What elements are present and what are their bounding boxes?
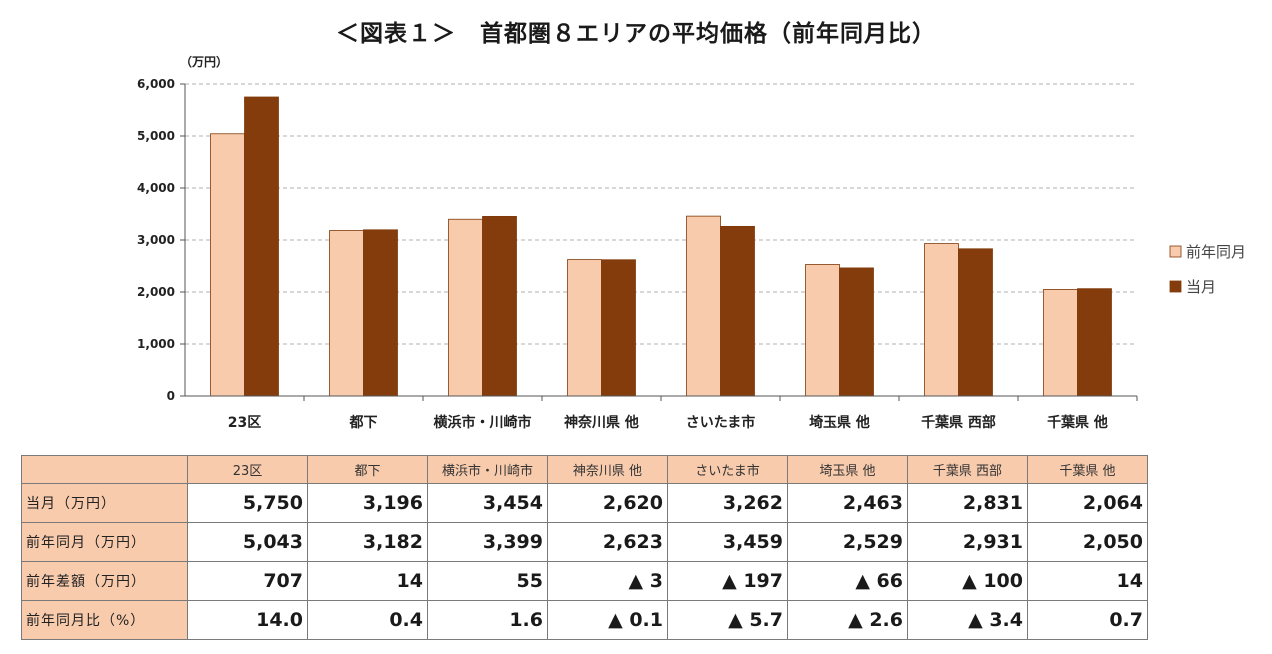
table-row: 前年同月（万円） 5,043 3,182 3,399 2,623 3,459 2,529 2,… [21,522,1148,562]
table-cell: 3,196 [307,483,428,523]
bars [210,96,1112,397]
table-cell: ▲ 197 [667,561,788,601]
axes: 0 1,000 2,000 3,000 4,000 5,000 6,000 （万円） 23区 都下… [137,54,1138,431]
table-header-corner [21,455,188,484]
x-tick-label: 千葉県 他 [1047,414,1108,431]
table-cell: 0.4 [307,600,428,640]
x-tick-label: 横浜市・川崎市 [434,414,532,431]
legend-label: 前年同月 [1186,243,1246,261]
bar-current-0 [244,96,279,397]
row-label: 前年同月（万円） [21,522,188,562]
bar-prev-year-0 [210,133,245,397]
bar-chart: 0 1,000 2,000 3,000 4,000 5,000 6,000 （万円） 23区 都下… [137,54,1246,431]
table-cell: 0.7 [1027,600,1148,640]
table-header-cell: 埼玉県 他 [787,455,908,484]
y-tick-label: 5,000 [137,129,175,143]
legend-swatch [1169,245,1182,258]
x-tick-label: 千葉県 西部 [921,414,996,431]
bar-current-6 [958,248,993,397]
y-tick-label: 1,000 [137,337,175,351]
table-cell: 2,050 [1027,522,1148,562]
chart-title: ＜図表１＞ 首都圏８エリアの平均価格（前年同月比） [336,21,936,47]
table-header-cell: 神奈川県 他 [547,455,668,484]
table-cell: ▲ 100 [907,561,1028,601]
x-tick-label: 23区 [228,415,261,431]
bar-prev-year-1 [329,230,364,397]
table-body: 当月（万円） 5,750 3,196 3,454 2,620 3,262 2,463 2,83… [21,483,1148,640]
table-cell: ▲ 2.6 [787,600,908,640]
y-tick-label: 4,000 [137,181,175,195]
legend-swatch [1169,280,1182,293]
y-unit-label: （万円） [180,54,228,69]
x-tick-label: 神奈川県 他 [564,414,639,431]
table-header-cell: さいたま市 [667,455,788,484]
x-tick-label: さいたま市 [686,414,756,431]
table-cell: 3,459 [667,522,788,562]
row-label: 前年同月比（%） [21,600,188,640]
table-row: 当月（万円） 5,750 3,196 3,454 2,620 3,262 2,463 2,83… [21,483,1148,523]
table-cell: 2,463 [787,483,908,523]
table-cell: 2,620 [547,483,668,523]
table-cell: 3,262 [667,483,788,523]
table-cell: 707 [187,561,308,601]
table-header-cell: 都下 [307,455,428,484]
table-cell: 1.6 [427,600,548,640]
row-label: 前年差額（万円） [21,561,188,601]
gridlines [185,83,1137,345]
table-cell: 14 [307,561,428,601]
table-cell: ▲ 0.1 [547,600,668,640]
y-tick-label: 3,000 [137,233,175,247]
bar-prev-year-4 [686,215,721,397]
table-cell: 2,529 [787,522,908,562]
bar-current-1 [363,229,398,397]
table-header-cell: 千葉県 他 [1027,455,1148,484]
table-cell: ▲ 66 [787,561,908,601]
table-cell: ▲ 5.7 [667,600,788,640]
table-cell: 2,931 [907,522,1028,562]
bar-prev-year-2 [448,218,483,397]
x-tick-label: 埼玉県 他 [809,414,870,431]
table-cell: 14 [1027,561,1148,601]
bar-current-4 [720,225,755,397]
bar-prev-year-6 [924,243,959,397]
y-tick-label: 2,000 [137,285,175,299]
bar-prev-year-7 [1043,288,1078,397]
y-tick-label: 6,000 [137,77,175,91]
table-cell: 3,454 [427,483,548,523]
table-cell: 3,399 [427,522,548,562]
table-header-cell: 23区 [187,455,308,484]
table-row: 前年差額（万円） 707 14 55 ▲ 3 ▲ 197 ▲ 66 ▲ 100 14 [21,561,1148,601]
bar-current-3 [601,259,636,397]
table-cell: ▲ 3 [547,561,668,601]
table-header-cell: 横浜市・川崎市 [427,455,548,484]
table-cell: 55 [427,561,548,601]
table-cell: 14.0 [187,600,308,640]
table-header-cell: 千葉県 西部 [907,455,1028,484]
table-cell: 5,043 [187,522,308,562]
x-tick-label: 都下 [349,415,378,431]
table-cell: 5,750 [187,483,308,523]
table-cell: 3,182 [307,522,428,562]
table-row: 前年同月比（%） 14.0 0.4 1.6 ▲ 0.1 ▲ 5.7 ▲ 2.6 ▲ 3.4 0.… [21,600,1148,640]
legend-label: 当月 [1186,278,1216,296]
bar-current-5 [839,267,874,397]
bar-prev-year-5 [805,264,840,397]
table-cell: 2,831 [907,483,1028,523]
bar-current-7 [1077,288,1112,397]
bar-current-2 [482,215,517,397]
table-cell: 2,623 [547,522,668,562]
bar-prev-year-3 [567,259,602,397]
data-table: 23区 都下 横浜市・川崎市 神奈川県 他さいたま市 埼玉県 他千葉県 西部 千葉県 他 … [21,455,1148,640]
table-header-row: 23区 都下 横浜市・川崎市 神奈川県 他さいたま市 埼玉県 他千葉県 西部 千葉県 他 [21,455,1148,484]
table-cell: 2,064 [1027,483,1148,523]
row-label: 当月（万円） [21,483,188,523]
y-tick-label: 0 [167,389,175,403]
table-cell: ▲ 3.4 [907,600,1028,640]
